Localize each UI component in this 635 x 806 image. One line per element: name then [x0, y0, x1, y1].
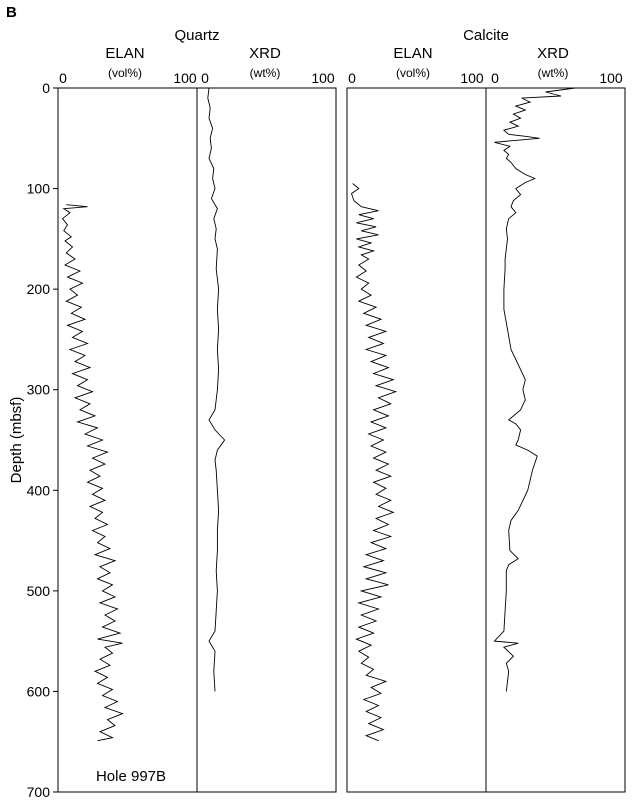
y-tick-label: 700 [27, 784, 51, 800]
trace-calcite-elan [350, 183, 398, 742]
trace-calcite-xrd [493, 87, 576, 692]
track-name-calcite-elan: ELAN [393, 45, 432, 62]
y-tick-label: 100 [27, 181, 51, 197]
y-tick-label: 200 [27, 281, 51, 297]
y-tick-label: 300 [27, 382, 51, 398]
group-title-quartz: Quartz [174, 27, 219, 44]
y-tick-label: 600 [27, 683, 51, 699]
x-tick-calcite-xrd-0: 0 [491, 70, 499, 86]
track-name-quartz-elan: ELAN [105, 45, 144, 62]
panel-label: B [6, 4, 17, 21]
y-tick-label: 500 [27, 583, 51, 599]
track-name-quartz-xrd: XRD [249, 45, 281, 62]
traces [61, 87, 576, 742]
x-tick-quartz-xrd-0: 0 [201, 70, 209, 86]
track-unit-calcite-elan: (vol%) [396, 66, 430, 80]
y-axis-label: Depth (mbsf) [8, 397, 25, 484]
trace-quartz-xrd [207, 87, 226, 692]
y-tick-label: 400 [27, 482, 51, 498]
x-tick-calcite-elan-100: 100 [460, 70, 484, 86]
x-tick-quartz-xrd-100: 100 [311, 70, 335, 86]
y-tick-label: 0 [42, 80, 50, 96]
track-name-calcite-xrd: XRD [537, 45, 569, 62]
x-tick-calcite-elan-0: 0 [348, 70, 356, 86]
track-unit-quartz-xrd: (wt%) [250, 66, 281, 80]
x-tick-quartz-elan-0: 0 [59, 70, 67, 86]
track-unit-quartz-elan: (vol%) [108, 66, 142, 80]
hole-label: Hole 997B [96, 768, 166, 785]
x-tick-calcite-xrd-100: 100 [599, 70, 623, 86]
x-tick-quartz-elan-100: 100 [173, 70, 197, 86]
depth-axis: 0 100 200 300 400 500 600 700 [27, 80, 58, 800]
trace-quartz-elan [61, 204, 124, 742]
track-unit-calcite-xrd: (wt%) [538, 66, 569, 80]
group-title-calcite: Calcite [463, 27, 509, 44]
